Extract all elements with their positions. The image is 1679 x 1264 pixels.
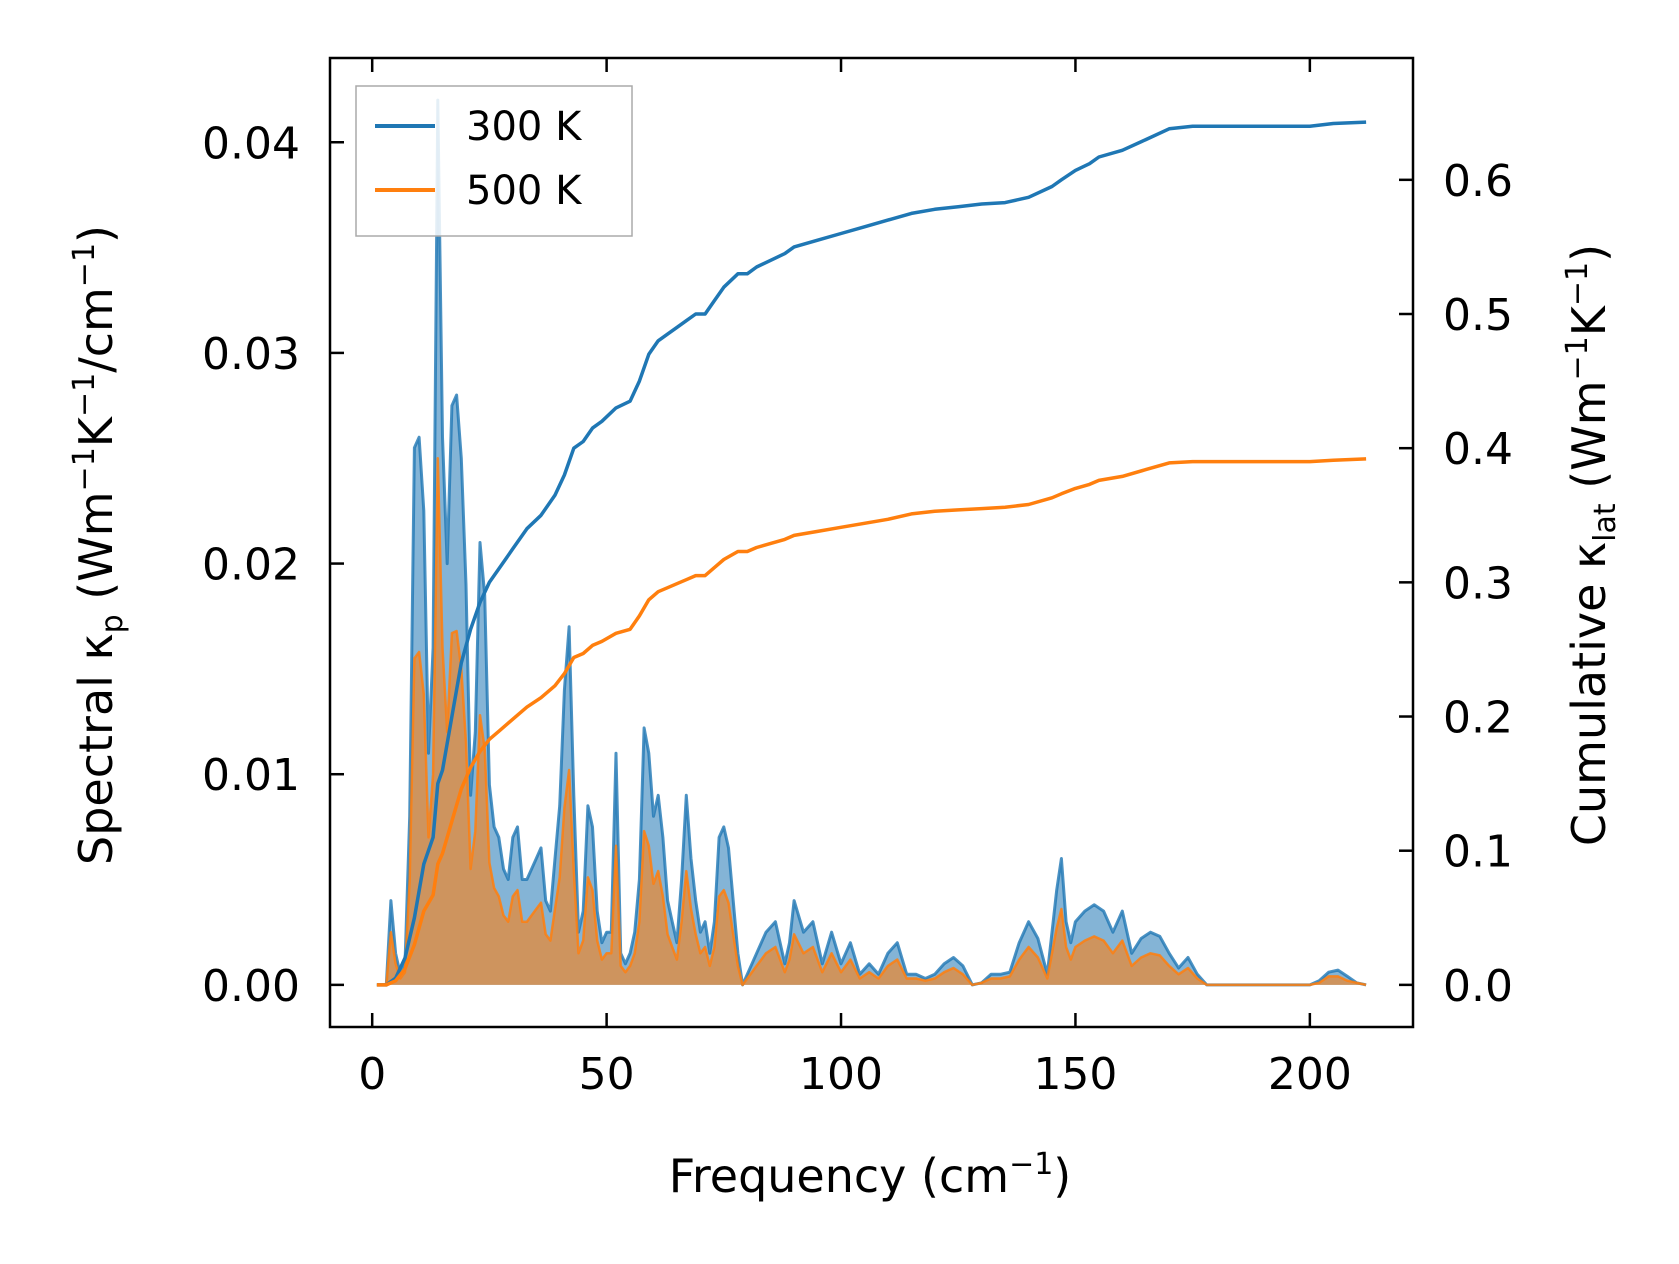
y-tick-label-right: 0.0 — [1443, 961, 1513, 1012]
y-tick-label-right: 0.5 — [1443, 290, 1513, 341]
legend-label-500k: 500 K — [466, 168, 583, 214]
y-tick-label-right: 0.4 — [1443, 424, 1513, 475]
tick-layer: 0 50 100 150 200 0.00 0.01 0.02 0.03 0.04 0.0 0.1 0.… — [202, 58, 1513, 1100]
plot-border — [328, 56, 1415, 1029]
y-tick-label-left: 0.03 — [202, 329, 300, 380]
legend-box — [355, 85, 633, 237]
legend: 300 K 500 K — [355, 85, 633, 237]
y-tick-label-left: 0.00 — [202, 961, 300, 1012]
y-axis-title-left: Spectral κp (Wm−1K−1/cm−1) — [67, 225, 130, 865]
x-tick-label: 100 — [799, 1049, 883, 1100]
spectral-500k-fill — [376, 458, 1367, 985]
x-tick-label: 200 — [1268, 1049, 1352, 1100]
x-tick-label: 50 — [579, 1049, 635, 1100]
legend-label-300k: 300 K — [466, 104, 583, 150]
y-axis-title-right: Cumulative κlat (Wm−1K−1) — [1560, 244, 1623, 846]
x-tick-label: 0 — [358, 1049, 386, 1100]
y-tick-label-right: 0.2 — [1443, 693, 1513, 744]
cumulative-300k-line — [376, 120, 1367, 987]
y-tick-label-right: 0.1 — [1443, 827, 1513, 878]
x-axis-title: Frequency (cm−1) — [669, 1147, 1072, 1203]
y-tick-label-left: 0.01 — [202, 750, 300, 801]
plot-frame — [328, 56, 1415, 1029]
x-tick-label: 150 — [1033, 1049, 1117, 1100]
y-tick-label-left: 0.02 — [202, 540, 300, 591]
plot-layer — [376, 98, 1367, 987]
spectral-300k-line — [376, 98, 1367, 987]
y-tick-label-right: 0.3 — [1443, 558, 1513, 609]
y-tick-label-right: 0.6 — [1443, 156, 1513, 207]
cumulative-500k-line — [376, 457, 1367, 987]
spectral-500k-line — [376, 456, 1367, 987]
y-tick-label-left: 0.04 — [202, 118, 300, 169]
